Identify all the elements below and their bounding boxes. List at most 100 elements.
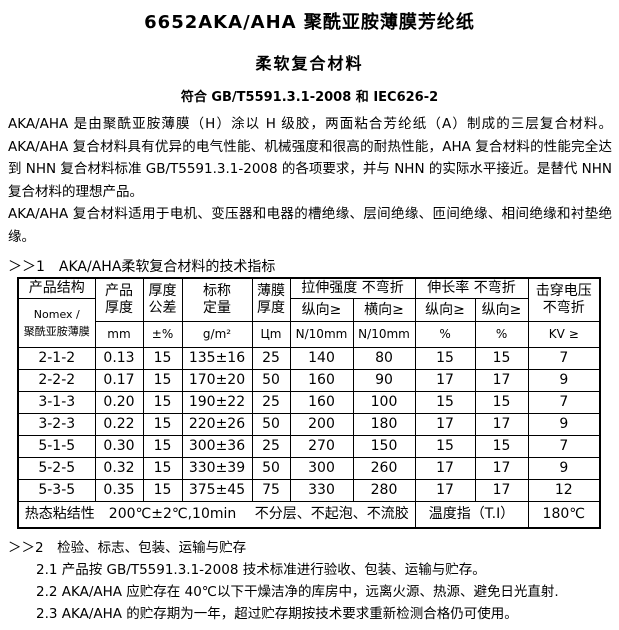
table-cell: 15 [414,391,476,414]
table-cell: 17 [474,479,529,502]
table-cell: 7 [527,435,601,458]
table-cell: 170±20 [181,369,253,392]
table-cell: 0.22 [94,413,144,436]
table-row: 5-2-5 0.32 15 330±39 50 300 260 17 17 9 [17,457,601,480]
table-cell: 0.30 [94,435,144,458]
table-cell: 330 [289,479,354,502]
temperature-index-label-cell: 温度指（T.I） [414,501,529,529]
table-row: 5-3-5 0.35 15 375±45 75 330 280 17 17 12 [17,479,601,502]
table-cell: 15 [474,391,529,414]
table-cell: 0.32 [94,457,144,480]
table-cell: 0.35 [94,479,144,502]
table-cell: 100 [352,391,416,414]
col-header-product-structure-sub: Nomex / 聚酰亚胺薄膜 [17,298,96,348]
table-cell: 50 [251,457,291,480]
temperature-index-value-cell: 180℃ [527,501,601,529]
intro-paragraph-1: AKA/AHA 是由聚酰亚胺薄膜（H）涂以 H 级胶，两面粘合芳纶纸（A）制成的… [8,116,612,200]
table-cell: 7 [527,391,601,414]
col-header-tensile-md: 纵向≥ [289,298,354,322]
unit-tensile-td: N/10mm [352,321,416,348]
table-cell: 140 [289,347,354,370]
table-cell: 3-2-3 [17,413,96,436]
table-cell: 0.13 [94,347,144,370]
section2-heading: ＞＞2 检验、标志、包装、运输与贮存 [8,540,247,556]
table-row: 3-2-3 0.22 15 220±26 50 200 180 17 17 9 [17,413,601,436]
col-header-tensile-td: 横向≥ [352,298,416,322]
table-cell: 300 [289,457,354,480]
col-header-thickness: 产品 厚度 [94,277,144,322]
table-cell: 9 [527,413,601,436]
col-header-elongation-md2: 纵向≥ [474,298,529,322]
table-cell: 90 [352,369,416,392]
hot-bond-property-cell: 热态粘结性 200℃±2℃,10min 不分层、不起泡、不流胶 [17,501,416,529]
table-cell: 0.17 [94,369,144,392]
table-row: 2-2-2 0.17 15 170±20 50 160 90 17 17 9 [17,369,601,392]
table-cell: 15 [414,347,476,370]
table-cell: 17 [414,413,476,436]
unit-elongation-md: % [414,321,476,348]
table-cell: 15 [414,435,476,458]
table-row: 5-1-5 0.30 15 300±36 25 270 150 15 15 7 [17,435,601,458]
table-cell: 180 [352,413,416,436]
table-cell: 17 [414,457,476,480]
page-title: 6652AKA/AHA 聚酰亚胺薄膜芳纶纸 [144,12,475,33]
unit-nominal-weight: g/m² [181,321,253,348]
section2-item-1: 2.1 产品按 GB/T5591.3.1-2008 技术标准进行验收、包装、运输… [36,562,486,578]
table-row: 2-1-2 0.13 15 135±16 25 140 80 15 15 7 [17,347,601,370]
table-cell: 15 [474,347,529,370]
table-cell: 17 [414,479,476,502]
table-cell: 9 [527,457,601,480]
table-cell: 2-1-2 [17,347,96,370]
unit-thickness: mm [94,321,144,348]
col-header-breakdown-voltage: 击穿电压 不弯折 [527,277,601,322]
unit-breakdown-voltage: KV ≥ [527,321,601,348]
table-cell: 15 [142,391,183,414]
page-subtitle: 柔软复合材料 [255,54,364,73]
table-cell: 220±26 [181,413,253,436]
table-cell: 2-2-2 [17,369,96,392]
unit-tolerance: ±% [142,321,183,348]
unit-tensile-md: N/10mm [289,321,354,348]
table-cell: 300±36 [181,435,253,458]
table-cell: 25 [251,391,291,414]
table-cell: 15 [142,457,183,480]
table-cell: 17 [474,413,529,436]
table-header-row-2: Nomex / 聚酰亚胺薄膜 纵向≥ 横向≥ 纵向≥ 纵向≥ [17,298,600,348]
table-cell: 15 [142,347,183,370]
table-cell: 280 [352,479,416,502]
table-cell: 15 [142,369,183,392]
unit-film-thickness: Цm [251,321,291,348]
table-cell: 0.20 [94,391,144,414]
intro-section: AKA/AHA 是由聚酰亚胺薄膜（H）涂以 H 级胶，两面粘合芳纶纸（A）制成的… [8,113,612,248]
table-cell: 15 [142,413,183,436]
unit-elongation-md2: % [474,321,529,348]
table-cell: 135±16 [181,347,253,370]
table-cell: 9 [527,369,601,392]
table-cell: 7 [527,347,601,370]
table-cell: 75 [251,479,291,502]
table-cell: 50 [251,413,291,436]
col-header-elongation-md: 纵向≥ [414,298,476,322]
table-cell: 160 [289,391,354,414]
section2-item-3: 2.3 AKA/AHA 的贮存期为一年，超过贮存期按技术要求重新检测合格仍可使用… [36,606,518,622]
technical-spec-table: 产品结构 产品 厚度 厚度 公差 标称 定量 薄膜 厚度 拉伸强度 不弯折 伸长… [17,277,602,529]
section2: ＞＞2 检验、标志、包装、运输与贮存 2.1 产品按 GB/T5591.3.1-… [8,537,614,625]
col-header-tolerance: 厚度 公差 [142,277,183,322]
table-cell: 15 [142,435,183,458]
section2-item-2: 2.2 AKA/AHA 应贮存在 40℃以下干燥洁净的库房中，远离火源、热源、避… [36,584,559,600]
table-cell: 50 [251,369,291,392]
table-footer-row: 热态粘结性 200℃±2℃,10min 不分层、不起泡、不流胶 温度指（T.I）… [17,501,601,529]
col-header-tensile-strength: 拉伸强度 不弯折 [289,277,416,299]
table-cell: 17 [474,457,529,480]
table-cell: 190±22 [181,391,253,414]
table-cell: 17 [474,369,529,392]
col-header-product-structure: 产品结构 [17,277,96,299]
table-cell: 5-3-5 [17,479,96,502]
table-cell: 5-2-5 [17,457,96,480]
table-header-row-1: 产品结构 产品 厚度 厚度 公差 标称 定量 薄膜 厚度 拉伸强度 不弯折 伸长… [17,277,601,322]
col-header-nominal-weight: 标称 定量 [181,277,253,322]
table-cell: 12 [527,479,601,502]
table-cell: 25 [251,435,291,458]
table-cell: 25 [251,347,291,370]
standard-compliance-line: 符合 GB/T5591.3.1-2008 和 IEC626-2 [180,90,439,105]
